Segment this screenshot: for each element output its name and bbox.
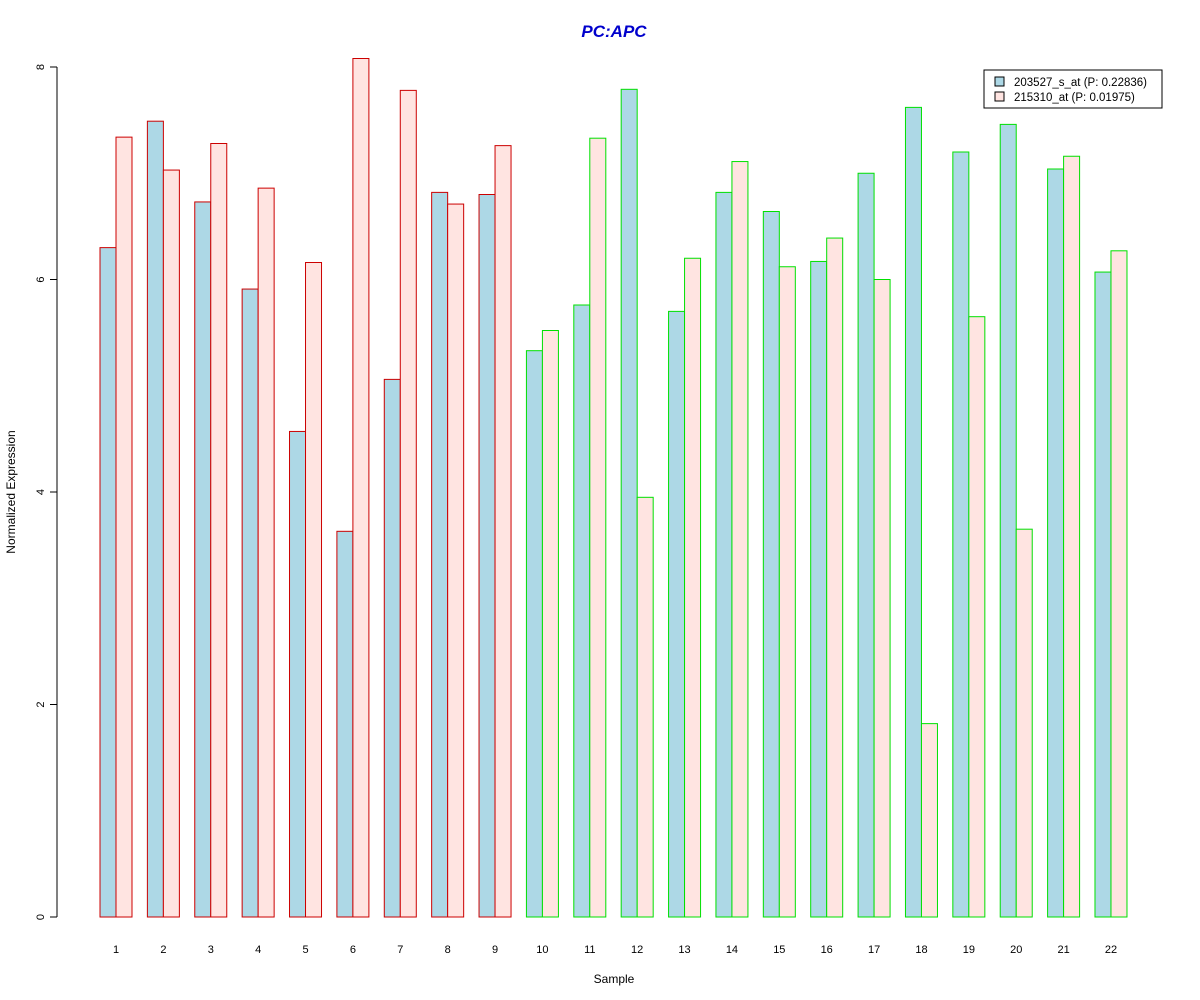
x-tick-label: 1 <box>113 944 119 956</box>
bar-215310-sample-6 <box>352 58 370 918</box>
legend-label-215310: 215310_at (P: 0.01975) <box>1014 92 1135 104</box>
bar-215310-sample-22 <box>1110 250 1128 918</box>
bar-215310-sample-15 <box>778 266 796 918</box>
chart-title: PC:APC <box>581 22 647 41</box>
bar-215310-sample-8 <box>447 203 465 918</box>
bar-215310-sample-2 <box>162 169 180 918</box>
bar-203527-sample-10 <box>525 350 543 918</box>
y-axis-label: Normalized Expression <box>4 430 18 553</box>
y-axis: 0 2 4 6 8 <box>35 64 58 920</box>
x-tick-label: 13 <box>678 944 690 956</box>
bar-215310-sample-5 <box>305 262 323 918</box>
x-tick-label: 18 <box>915 944 927 956</box>
bar-215310-sample-13 <box>684 257 702 918</box>
y-tick-label: 2 <box>35 701 47 707</box>
x-tick-label: 22 <box>1105 944 1117 956</box>
bar-203527-sample-12 <box>620 88 638 918</box>
x-tick-label: 17 <box>868 944 880 956</box>
bar-203527-sample-5 <box>289 430 307 918</box>
bar-203527-sample-22 <box>1094 271 1112 918</box>
bar-215310-sample-1 <box>115 136 133 918</box>
bar-215310-sample-17 <box>873 279 891 918</box>
bar-215310-sample-12 <box>636 496 654 918</box>
bar-203527-sample-2 <box>146 120 164 918</box>
x-tick-label: 2 <box>160 944 166 956</box>
x-tick-label: 7 <box>397 944 403 956</box>
x-tick-labels: 1 2 3 4 5 6 7 8 9 10 11 12 13 14 15 16 17 18 19 20 21 22 <box>113 944 1117 956</box>
bar-203527-sample-1 <box>99 247 117 918</box>
x-tick-label: 5 <box>302 944 308 956</box>
bar-215310-sample-3 <box>210 143 228 918</box>
x-tick-label: 10 <box>536 944 548 956</box>
y-tick-label: 4 <box>35 489 47 495</box>
x-tick-label: 14 <box>726 944 738 956</box>
bar-215310-sample-4 <box>257 187 275 918</box>
legend-box <box>983 69 1163 109</box>
bars-group <box>99 58 1128 918</box>
legend: 203527_s_at (P: 0.22836) 215310_at (P: 0… <box>983 69 1163 109</box>
x-tick-label: 12 <box>631 944 643 956</box>
bar-215310-sample-20 <box>1015 528 1033 918</box>
bar-203527-sample-3 <box>194 201 212 918</box>
bar-215310-sample-19 <box>968 316 986 918</box>
x-axis-label: Sample <box>594 972 635 986</box>
bar-203527-sample-9 <box>478 194 496 918</box>
bar-203527-sample-21 <box>1047 168 1065 918</box>
bar-203527-sample-8 <box>431 191 449 918</box>
legend-label-203527: 203527_s_at (P: 0.22836) <box>1014 77 1147 89</box>
x-tick-label: 20 <box>1010 944 1022 956</box>
bar-203527-sample-19 <box>952 151 970 918</box>
bar-215310-sample-18 <box>920 723 938 918</box>
x-tick-label: 15 <box>773 944 785 956</box>
bar-215310-sample-7 <box>399 89 417 918</box>
x-tick-label: 8 <box>445 944 451 956</box>
x-tick-label: 11 <box>584 944 595 956</box>
bar-215310-sample-16 <box>826 237 844 918</box>
bar-215310-sample-11 <box>589 137 607 918</box>
x-tick-label: 6 <box>350 944 356 956</box>
bar-215310-sample-10 <box>541 330 559 918</box>
bar-203527-sample-17 <box>857 172 875 918</box>
bar-203527-sample-20 <box>999 123 1017 918</box>
x-tick-label: 9 <box>492 944 498 956</box>
bar-215310-sample-9 <box>494 145 512 918</box>
x-tick-label: 4 <box>255 944 261 956</box>
bar-203527-sample-18 <box>904 106 922 918</box>
x-tick-label: 21 <box>1057 944 1069 956</box>
bar-215310-sample-21 <box>1063 155 1081 918</box>
x-tick-label: 16 <box>821 944 833 956</box>
x-tick-label: 19 <box>963 944 975 956</box>
bar-203527-sample-11 <box>573 304 591 918</box>
bar-203527-sample-7 <box>383 378 401 918</box>
x-tick-label: 3 <box>208 944 214 956</box>
bar-203527-sample-15 <box>762 211 780 918</box>
bar-203527-sample-14 <box>715 191 733 918</box>
bar-215310-sample-14 <box>731 161 749 918</box>
legend-swatch-203527 <box>994 76 1005 87</box>
y-tick-label: 8 <box>35 64 47 70</box>
bar-203527-sample-13 <box>668 310 686 918</box>
bar-203527-sample-16 <box>810 260 828 918</box>
bar-203527-sample-6 <box>336 530 354 918</box>
y-tick-label: 0 <box>35 914 47 920</box>
legend-swatch-215310 <box>994 91 1005 102</box>
bar-203527-sample-4 <box>241 288 259 918</box>
y-tick-label: 6 <box>35 276 47 282</box>
